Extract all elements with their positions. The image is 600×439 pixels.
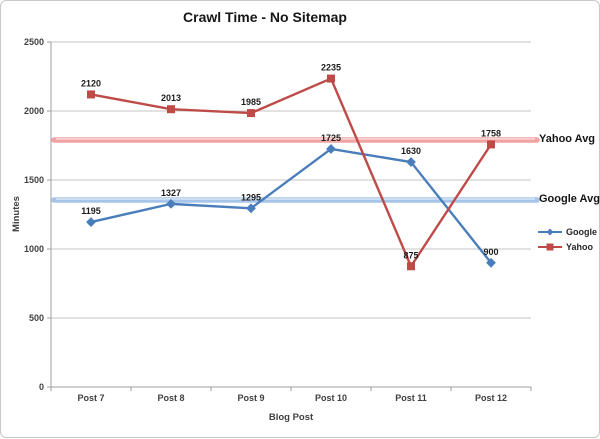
- y-tick-label: 1000: [24, 244, 44, 254]
- y-tick-label: 0: [39, 382, 44, 392]
- yahoo-avg-label: Yahoo Avg: [539, 132, 596, 145]
- yahoo-data-label: 1985: [241, 97, 261, 107]
- legend-marker-glyph: [546, 228, 554, 235]
- google-data-label: 1295: [241, 192, 261, 202]
- legend-item-google: Google: [537, 225, 597, 238]
- google-data-point-marker: [406, 157, 416, 167]
- google-data-label: 1195: [81, 206, 101, 216]
- legend-marker-glyph: [546, 243, 554, 250]
- yahoo-data-label: 2120: [81, 78, 101, 88]
- yahoo-data-point-marker: [407, 262, 415, 271]
- x-axis-title: Blog Post: [268, 412, 314, 423]
- yahoo-series-line: [90, 77, 493, 268]
- google-data-point-marker: [86, 217, 96, 227]
- google-data-label: 1630: [401, 146, 421, 156]
- yahoo-data-point-marker: [87, 90, 95, 99]
- yahoo-data-label: 875: [403, 250, 418, 260]
- x-tick-label: Post 10: [315, 393, 347, 403]
- x-tick-label: Post 7: [77, 393, 104, 403]
- x-tick-label: Post 11: [395, 393, 427, 403]
- yahoo-data-point-marker: [247, 109, 255, 118]
- google-data-point-marker: [326, 144, 336, 154]
- google-data-point-marker: [166, 198, 176, 209]
- yahoo-data-label: 1758: [481, 128, 501, 138]
- y-tick-label: 1500: [24, 175, 44, 185]
- y-tick-label: 2500: [24, 37, 44, 47]
- y-axis-title: Minutes: [11, 196, 22, 232]
- google-data-label: 1327: [161, 188, 181, 198]
- chart-title: Crawl Time - No Sitemap: [183, 9, 347, 25]
- legend-label-google: Google: [566, 226, 597, 237]
- yahoo-data-point-marker: [487, 140, 495, 149]
- y-tick-label: 500: [29, 313, 44, 323]
- legend-label-yahoo: Yahoo: [566, 241, 594, 252]
- google-series-marker-icon: [538, 228, 562, 235]
- yahoo-series-marker-icon: [538, 243, 562, 250]
- legend-item-yahoo: Yahoo: [537, 240, 597, 253]
- x-tick-label: Post 12: [475, 393, 507, 403]
- x-tick-label: Post 8: [157, 393, 184, 403]
- google-data-label: 1725: [321, 133, 341, 143]
- y-tick-label: 2000: [24, 106, 44, 116]
- yahoo-data-point-marker: [167, 105, 175, 114]
- google-data-label: 900: [483, 247, 498, 257]
- google-data-point-marker: [486, 257, 496, 268]
- yahoo-data-label: 2235: [321, 63, 341, 73]
- yahoo-data-label: 2013: [161, 93, 181, 103]
- google-series-line: [90, 147, 492, 264]
- x-tick-label: Post 9: [237, 393, 264, 403]
- legend: Google Yahoo: [537, 225, 597, 253]
- google-data-point-marker: [246, 203, 256, 214]
- yahoo-data-point-marker: [327, 74, 335, 83]
- google-avg-label: Google Avg: [539, 193, 600, 205]
